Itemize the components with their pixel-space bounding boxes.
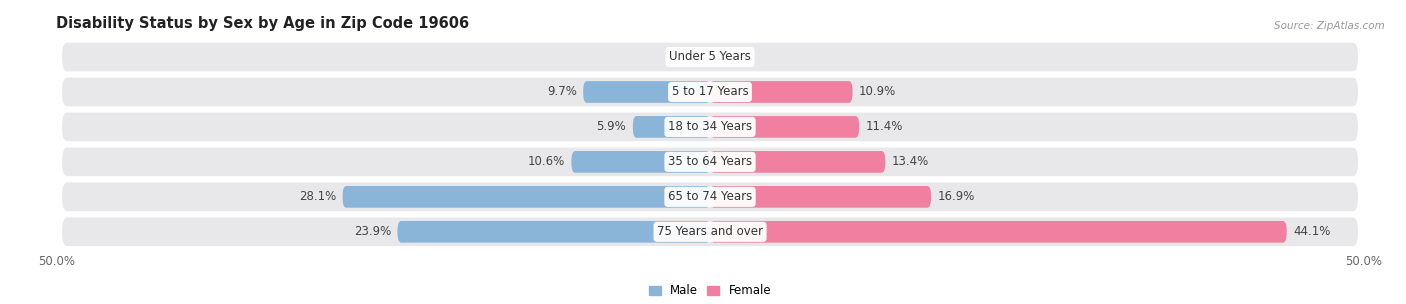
Text: 35 to 64 Years: 35 to 64 Years: [668, 155, 752, 168]
Text: 0.0%: 0.0%: [673, 50, 703, 64]
FancyBboxPatch shape: [343, 186, 710, 208]
Text: 11.4%: 11.4%: [866, 120, 903, 133]
Text: 10.9%: 10.9%: [859, 85, 897, 98]
FancyBboxPatch shape: [710, 116, 859, 138]
FancyBboxPatch shape: [633, 116, 710, 138]
FancyBboxPatch shape: [62, 112, 1358, 141]
Text: Disability Status by Sex by Age in Zip Code 19606: Disability Status by Sex by Age in Zip C…: [56, 16, 470, 31]
FancyBboxPatch shape: [710, 151, 886, 173]
FancyBboxPatch shape: [571, 151, 710, 173]
Text: Source: ZipAtlas.com: Source: ZipAtlas.com: [1274, 21, 1385, 31]
Text: 0.0%: 0.0%: [717, 50, 747, 64]
FancyBboxPatch shape: [62, 182, 1358, 211]
FancyBboxPatch shape: [398, 221, 710, 243]
FancyBboxPatch shape: [710, 81, 852, 103]
Text: 23.9%: 23.9%: [354, 225, 391, 238]
FancyBboxPatch shape: [62, 147, 1358, 176]
FancyBboxPatch shape: [62, 217, 1358, 246]
Text: 65 to 74 Years: 65 to 74 Years: [668, 190, 752, 203]
Text: 10.6%: 10.6%: [527, 155, 565, 168]
Text: 16.9%: 16.9%: [938, 190, 974, 203]
Text: 13.4%: 13.4%: [891, 155, 929, 168]
Text: 75 Years and over: 75 Years and over: [657, 225, 763, 238]
Text: 9.7%: 9.7%: [547, 85, 576, 98]
Text: 44.1%: 44.1%: [1294, 225, 1330, 238]
FancyBboxPatch shape: [710, 221, 1286, 243]
Text: 28.1%: 28.1%: [299, 190, 336, 203]
Text: Under 5 Years: Under 5 Years: [669, 50, 751, 64]
Text: 18 to 34 Years: 18 to 34 Years: [668, 120, 752, 133]
Legend: Male, Female: Male, Female: [644, 280, 776, 302]
Text: 5 to 17 Years: 5 to 17 Years: [672, 85, 748, 98]
FancyBboxPatch shape: [62, 78, 1358, 106]
FancyBboxPatch shape: [62, 43, 1358, 71]
Text: 5.9%: 5.9%: [596, 120, 626, 133]
FancyBboxPatch shape: [710, 186, 931, 208]
FancyBboxPatch shape: [583, 81, 710, 103]
